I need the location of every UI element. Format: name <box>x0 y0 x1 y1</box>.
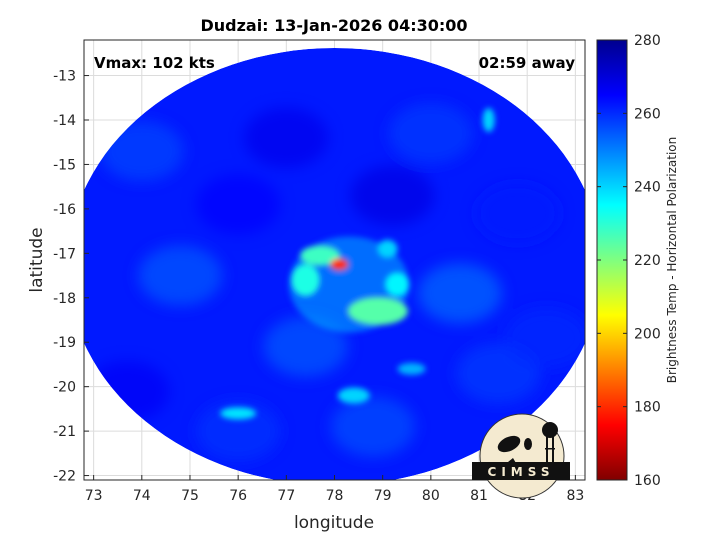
x-tick-label: 74 <box>133 488 151 504</box>
texture-blob <box>388 103 473 164</box>
x-tick-label: 80 <box>422 488 440 504</box>
colorbar-tick-label: 160 <box>634 473 661 489</box>
y-axis-ticks: -13 -14 -15 -16 -17 -18 -19 -20 -21 -22 <box>53 69 89 485</box>
x-tick-label: 78 <box>326 488 344 504</box>
texture-blob <box>244 107 329 168</box>
logo-banner <box>472 462 570 480</box>
colorbar-tick-label: 240 <box>634 180 661 196</box>
colorbar-tick-label: 200 <box>634 326 661 342</box>
y-tick-label: -14 <box>53 113 76 129</box>
texture-blob <box>99 121 184 182</box>
colorbar <box>596 39 628 481</box>
water-tower-icon <box>542 422 558 466</box>
texture-blob <box>475 183 560 244</box>
y-tick-label: -22 <box>53 469 76 485</box>
y-tick-label: -18 <box>53 291 76 307</box>
chart-title: Dudzai: 13-Jan-2026 04:30:00 <box>200 16 467 35</box>
y-tick-label: -15 <box>53 157 76 173</box>
northeast-band <box>377 239 398 258</box>
y-tick-label: -19 <box>53 335 76 351</box>
eastern-band <box>385 272 410 297</box>
y-tick-label: -21 <box>53 424 76 440</box>
storm-features <box>85 103 585 462</box>
vmax-annotation: Vmax: 102 kts <box>94 54 215 72</box>
y-axis-label: latitude <box>27 227 47 292</box>
band-east-edge <box>482 108 495 132</box>
y-tick-label: -17 <box>53 246 76 262</box>
x-tick-label: 77 <box>277 488 295 504</box>
colorbar-tick-label: 260 <box>634 106 661 122</box>
cimss-logo: CIMSS <box>472 413 570 499</box>
texture-blob <box>138 245 223 306</box>
texture-blob <box>196 174 281 235</box>
y-tick-label: -13 <box>53 69 76 85</box>
colorbar-ticks: 160 180 200 220 240 260 280 <box>597 33 661 489</box>
swath <box>84 47 585 480</box>
texture-blob <box>196 401 281 462</box>
colorbar-tick-label: 280 <box>634 33 661 49</box>
eyewall-west <box>291 264 320 296</box>
texture-blob <box>504 307 585 368</box>
logo-text: CIMSS <box>488 465 555 479</box>
x-tick-label: 75 <box>181 488 199 504</box>
colorbar-tick-label: 180 <box>634 400 661 416</box>
y-tick-label: -20 <box>53 380 76 396</box>
texture-blob <box>263 316 348 377</box>
eyewall-north <box>300 245 341 266</box>
y-tick-label: -16 <box>53 202 76 218</box>
x-tick-label: 83 <box>566 488 584 504</box>
x-axis-label: longitude <box>294 513 374 533</box>
time-away-annotation: 02:59 away <box>479 54 576 72</box>
storm-cells <box>220 108 495 420</box>
x-axis-ticks: 7374757677787980818283 <box>85 475 584 504</box>
band-s <box>337 387 370 404</box>
colorbar-tick-label: 220 <box>634 253 661 269</box>
band-se <box>397 362 426 375</box>
x-tick-label: 76 <box>229 488 247 504</box>
texture-blob <box>331 396 416 457</box>
swath-texture <box>85 103 585 462</box>
texture-blob <box>417 263 502 324</box>
x-tick-label: 73 <box>85 488 103 504</box>
colorbar-label: Brightness Temp - Horizontal Polarizatio… <box>665 137 679 384</box>
eye-core <box>330 258 349 271</box>
x-tick-label: 81 <box>470 488 488 504</box>
southern-rainband <box>347 297 408 326</box>
band-sw <box>220 407 257 420</box>
texture-blob <box>350 165 435 226</box>
x-tick-label: 79 <box>374 488 392 504</box>
